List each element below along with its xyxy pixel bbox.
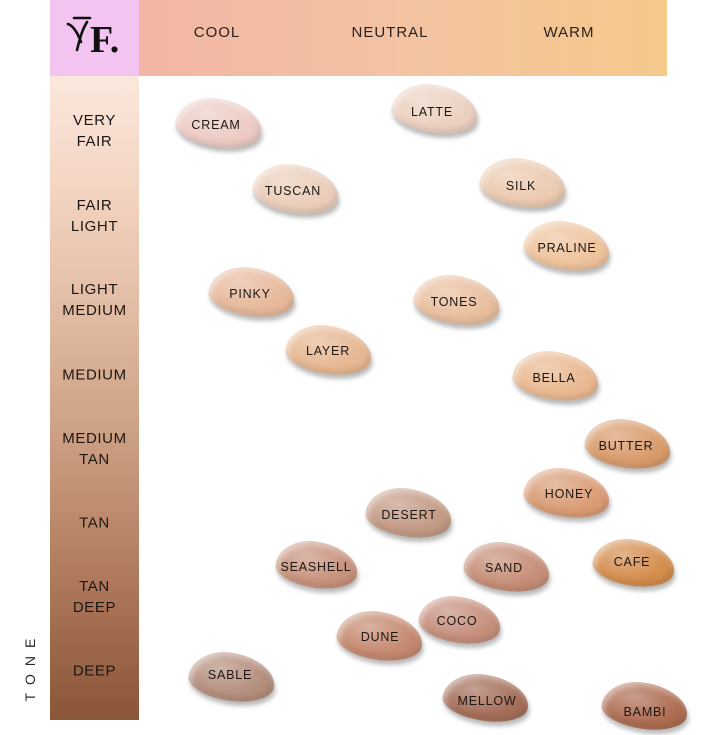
tone-medium-tan: MEDIUM TAN [62, 430, 127, 468]
swatch-latte[interactable] [388, 78, 482, 140]
tone-light-medium: LIGHT MEDIUM [62, 281, 127, 319]
tone-medium: MEDIUM [62, 366, 127, 384]
swatch-tones[interactable] [410, 269, 504, 331]
swatch-honey[interactable] [520, 462, 614, 524]
tone-axis-label: TONE [22, 630, 38, 702]
swatch-desert[interactable] [362, 482, 456, 544]
tone-tan-deep: TAN DEEP [72, 578, 117, 616]
svg-text:F.: F. [90, 19, 119, 61]
swatch-sand[interactable] [460, 536, 554, 598]
swatch-butter[interactable] [581, 413, 675, 475]
tone-fair-light: FAIR LIGHT [70, 197, 119, 235]
undertone-cool-label: COOL [193, 24, 241, 41]
tone-tan: TAN [79, 514, 110, 532]
swatch-tuscan[interactable] [249, 158, 343, 220]
swatch-praline[interactable] [520, 215, 614, 277]
swatch-pinky[interactable] [205, 261, 299, 323]
brand-logo: F. [50, 0, 139, 76]
swatch-layer[interactable] [282, 319, 376, 381]
swatch-cafe[interactable] [589, 533, 679, 593]
swatch-bambi[interactable] [598, 676, 692, 735]
tone-very-fair: VERY FAIR [73, 112, 116, 150]
swatch-mellow[interactable] [439, 668, 533, 728]
tone-scale: VERY FAIR FAIR LIGHT LIGHT MEDIUM MEDIUM ME… [50, 76, 139, 720]
swatch-dune[interactable] [333, 605, 427, 667]
swatch-silk[interactable] [476, 152, 570, 214]
undertone-neutral-label: NEUTRAL [351, 24, 429, 41]
swatch-seashell[interactable] [272, 535, 362, 595]
swatch-cream[interactable] [172, 92, 266, 154]
swatch-coco[interactable] [415, 590, 505, 650]
undertone-warm-label: WARM [543, 24, 595, 41]
undertone-header: COOL NEUTRAL WARM [139, 0, 667, 76]
brand-logo-mark: F. [66, 16, 119, 61]
tone-deep: DEEP [72, 662, 117, 680]
swatch-bella[interactable] [509, 345, 603, 407]
swatch-sable[interactable] [185, 646, 279, 708]
